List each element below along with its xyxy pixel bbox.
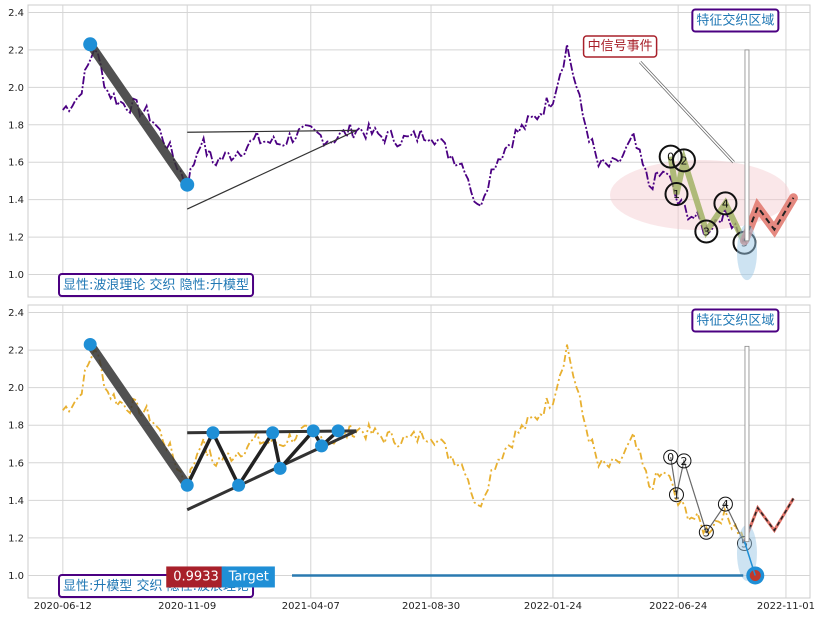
- y-tick-label: 1.0: [8, 270, 24, 281]
- pivot-marker: [83, 37, 98, 52]
- plot-frame: [27, 4, 811, 298]
- wave-point-label: 4: [722, 197, 729, 210]
- y-tick-label: 1.6: [8, 158, 24, 169]
- wave-point-circle: [717, 496, 733, 512]
- interaction-zone-badge: 特征交织区域: [696, 13, 774, 29]
- target-label-box: [221, 566, 275, 588]
- target-label: Target: [228, 569, 269, 584]
- x-tick-label: 2020-06-12: [34, 601, 92, 612]
- trend-wedge-line: [85, 39, 192, 190]
- lower-trendline: [186, 429, 358, 512]
- wave-point-circle: [676, 453, 692, 469]
- pivot-marker: [273, 461, 287, 475]
- wave-point-label: 2: [680, 455, 687, 468]
- badge-frame: [691, 308, 780, 333]
- signal-badge-frame: [582, 35, 658, 58]
- y-tick-label: 2.2: [8, 45, 24, 56]
- wave-point-circle: [658, 144, 683, 169]
- y-tick-label: 2.4: [8, 8, 24, 19]
- lower-trendline: [186, 129, 357, 210]
- target-value: 0.9933: [173, 569, 219, 584]
- wave-path: [667, 148, 748, 245]
- wave-point-circle: [698, 524, 714, 540]
- pivot-marker: [266, 426, 280, 440]
- pivot-marker: [83, 337, 97, 351]
- y-tick-label: 1.2: [8, 233, 24, 244]
- plot-frame: [27, 304, 811, 599]
- signal-arrow-inner: [639, 61, 735, 163]
- y-tick-label: 1.4: [8, 195, 24, 206]
- wave-point-circle: [694, 219, 719, 244]
- x-tick-label: 2021-04-07: [282, 601, 340, 612]
- wave-point-circle: [668, 487, 684, 503]
- projection-line: [743, 197, 795, 242]
- wave-point-label: 1: [673, 188, 680, 201]
- wave-point-label: 2: [680, 154, 687, 167]
- x-tick-label: 2021-08-30: [402, 601, 460, 612]
- wave-point-circle: [713, 191, 738, 216]
- wave-point-label: 3: [703, 225, 710, 238]
- y-tick-label: 1.0: [8, 571, 24, 582]
- y-tick-label: 2.4: [8, 308, 24, 319]
- wave-point-label: 0: [667, 151, 674, 164]
- wave-point-label: 3: [703, 526, 710, 539]
- target-value-box: [166, 566, 226, 588]
- interaction-pointer: [744, 345, 750, 543]
- x-tick-label: 2020-11-09: [158, 601, 216, 612]
- wave5-halo: [736, 224, 757, 281]
- wave-point-label: 0: [667, 451, 674, 464]
- x-tick-label: 2022-01-24: [524, 601, 582, 612]
- y-tick-label: 1.6: [8, 458, 24, 469]
- x-tick-label: 2022-11-01: [757, 601, 815, 612]
- pivot-marker: [315, 439, 329, 453]
- upper-trendline: [187, 129, 357, 133]
- legend-frame: [58, 273, 255, 297]
- y-tick-label: 1.8: [8, 421, 24, 432]
- wave-point-label: 1: [673, 489, 680, 502]
- x-tick-label: 2022-06-24: [649, 601, 707, 612]
- pivot-marker: [331, 424, 345, 438]
- y-tick-label: 1.8: [8, 120, 24, 131]
- trend-wedge-line: [85, 339, 192, 490]
- pivot-marker: [306, 424, 320, 438]
- y-tick-label: 2.0: [8, 383, 24, 394]
- badge-frame: [691, 8, 780, 33]
- wave-point-circle: [664, 182, 689, 207]
- y-tick-label: 2.2: [8, 346, 24, 357]
- pivot-marker: [180, 478, 194, 492]
- pivot-marker: [206, 426, 220, 440]
- overlay-legend-label: 显性:波浪理论 交织 隐性:升模型: [63, 277, 249, 293]
- x-axis: 2020-06-12 2020-11-09 2021-04-07 2021-08-30…: [34, 601, 815, 612]
- top-panel: 1.01.21.41.61.82.02.22.4012345特征交织区域显性:波…: [8, 4, 811, 298]
- target-connector: [743, 541, 756, 576]
- pivot-marker: [180, 177, 195, 192]
- y-tick-label: 1.4: [8, 496, 24, 507]
- bottom-panel: 1.01.21.41.61.82.02.22.4012345特征交织区域显性:升…: [8, 304, 811, 599]
- wave-point-label: 4: [722, 498, 729, 511]
- projection-line: [743, 498, 795, 542]
- signal-event-badge: 中信号事件: [588, 39, 653, 54]
- interaction-zone-badge: 特征交织区域: [696, 313, 774, 329]
- y-tick-label: 1.2: [8, 533, 24, 544]
- pivot-marker: [232, 478, 246, 492]
- wave-point-circle: [671, 148, 696, 173]
- interaction-pointer: [744, 49, 750, 242]
- y-tick-label: 2.0: [8, 83, 24, 94]
